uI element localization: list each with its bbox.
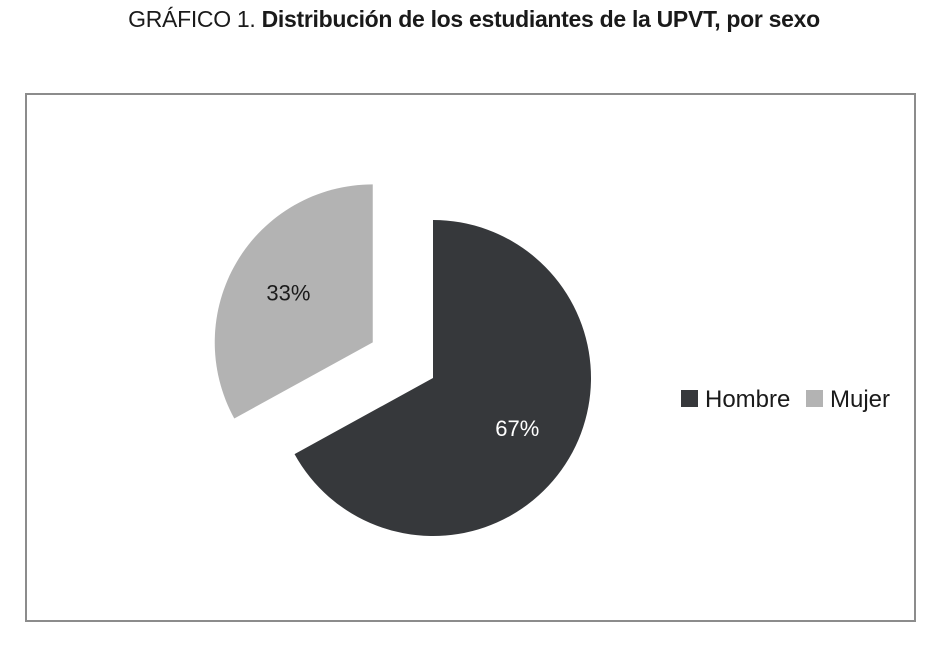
legend-label-mujer: Mujer <box>830 386 890 413</box>
chart-title-prefix: GRÁFICO 1. <box>128 6 256 32</box>
legend-swatch-hombre <box>681 390 698 407</box>
slice-label-mujer: 33% <box>266 281 310 306</box>
legend-swatch-mujer <box>806 390 823 407</box>
slice-labels: 67% 33% <box>266 281 539 441</box>
legend: Hombre Mujer <box>681 386 890 413</box>
pie-slices <box>214 184 591 537</box>
pie-slice-hombre <box>294 220 591 537</box>
pie-slice-mujer <box>214 184 373 419</box>
legend-label-hombre: Hombre <box>705 386 790 413</box>
slice-label-hombre: 67% <box>495 416 539 441</box>
chart-title: GRÁFICO 1. Distribución de los estudiant… <box>0 6 948 33</box>
chart-title-text: Distribución de los estudiantes de la UP… <box>261 6 821 32</box>
